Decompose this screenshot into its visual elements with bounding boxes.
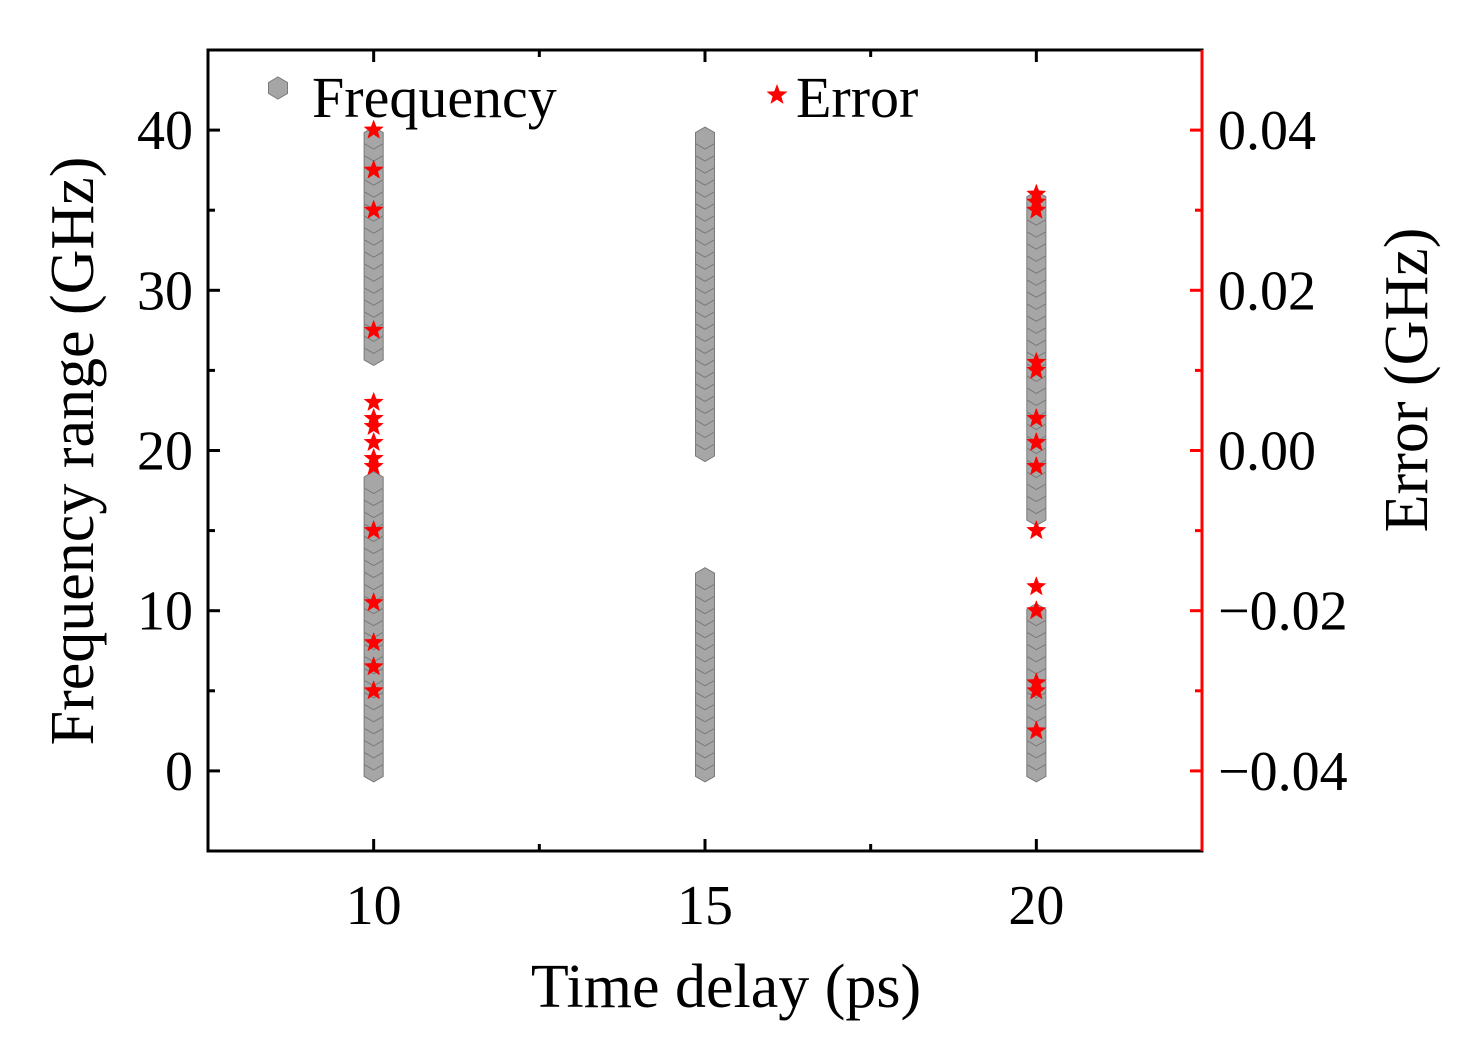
y2-tick-label: 0.04: [1218, 100, 1316, 162]
error-point: [363, 159, 384, 179]
legend-frequency-marker: [268, 76, 288, 100]
frequency-point: [363, 126, 384, 150]
y2-tick-label: 0.02: [1218, 260, 1316, 322]
y-tick-label: 20: [137, 421, 193, 483]
x-tick-label: 20: [1008, 875, 1064, 937]
frequency-point: [695, 567, 715, 591]
error-point: [363, 199, 384, 219]
error-point: [363, 680, 384, 700]
x-axis-ticks: 10 15 20: [346, 50, 1064, 937]
error-point: [1026, 455, 1047, 476]
y-axis-ticks: 0 10 20 30 40: [137, 100, 220, 803]
legend: Frequency Error: [268, 65, 918, 130]
frequency-point: [695, 126, 715, 150]
y-tick-label: 0: [165, 741, 193, 803]
error-point: [363, 656, 384, 676]
error-point: [1026, 407, 1047, 428]
x-tick-label: 15: [677, 875, 733, 937]
y-tick-label: 30: [137, 260, 193, 322]
error-point: [363, 591, 384, 612]
error-point: [1026, 431, 1047, 452]
y2-axis-ticks: −0.04 −0.02 0.00 0.02 0.04: [1190, 100, 1348, 803]
error-point: [363, 431, 384, 452]
error-point: [1026, 575, 1047, 596]
error-point: [1026, 199, 1047, 219]
series-error: [363, 119, 1047, 740]
legend-error-marker: [766, 84, 788, 104]
error-point: [1026, 680, 1047, 700]
y2-tick-label: 0.00: [1218, 421, 1316, 483]
error-point: [363, 391, 384, 412]
error-point: [363, 519, 384, 540]
error-point: [363, 119, 384, 139]
error-point: [363, 415, 384, 436]
error-point: [1026, 519, 1047, 540]
frequency-point: [363, 470, 384, 495]
error-point: [1026, 359, 1047, 380]
y2-tick-label: −0.02: [1218, 581, 1348, 643]
error-point: [363, 455, 384, 476]
y-tick-label: 40: [137, 100, 193, 162]
error-point: [363, 319, 384, 339]
error-point: [363, 631, 384, 652]
legend-error-label: Error: [796, 65, 918, 130]
y2-tick-label: −0.04: [1218, 741, 1348, 803]
error-point: [1026, 599, 1047, 620]
x-axis-title: Time delay (ps): [531, 953, 921, 1021]
y2-axis-title: Error (GHz): [1373, 228, 1441, 533]
legend-frequency-label: Frequency: [312, 65, 557, 130]
error-point: [1026, 720, 1047, 740]
y-tick-label: 10: [137, 581, 193, 643]
x-tick-label: 10: [346, 875, 402, 937]
y-axis-title: Frequency range (GHz): [39, 157, 107, 746]
series-frequency: [363, 126, 1047, 783]
